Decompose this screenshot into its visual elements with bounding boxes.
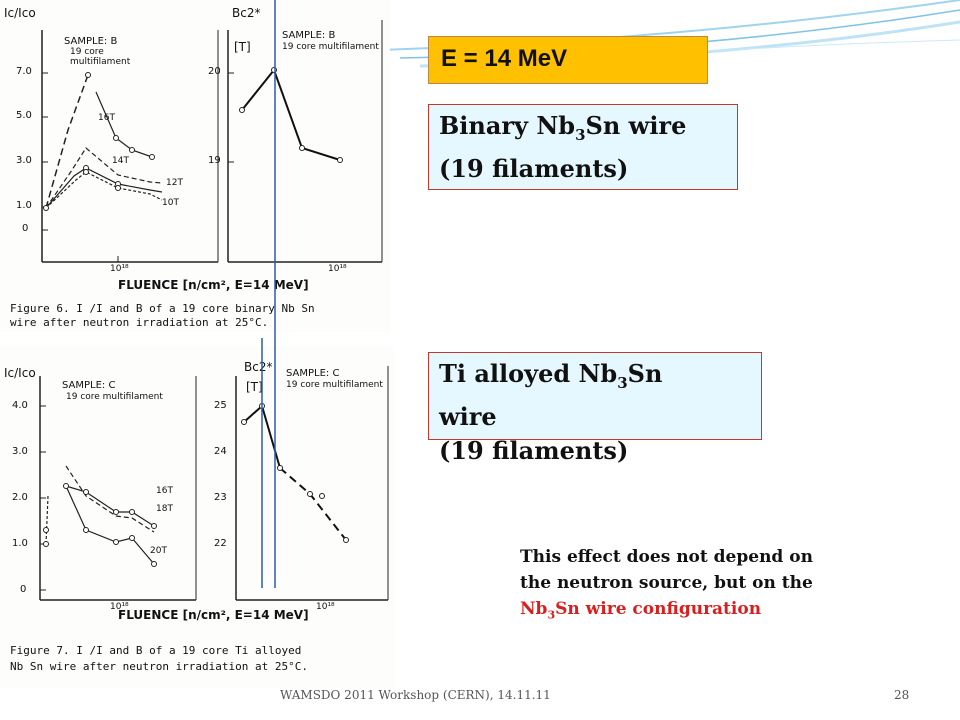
fig7-curve-label-18t: 18T — [156, 504, 173, 514]
fig7-x-tick: 10¹⁸ — [110, 602, 129, 612]
fig7-ic-tick-0: 4.0 — [12, 400, 28, 411]
fig6-ic-tick-4: 0 — [22, 223, 29, 234]
fig6-sample-ic-sub: 19 core — [70, 47, 104, 57]
effect-note-line1: This effect does not depend on — [520, 547, 813, 567]
figure-6-scan: Ic/Ico Bc2* [T] SAMPLE: B 19 core multif… — [0, 0, 390, 332]
fig7-caption-line1: Figure 7. I /I and B of a 19 core Ti all… — [10, 644, 302, 657]
fig6-curve-label-14t: 14T — [112, 156, 129, 166]
fig7-bc-tick-0: 25 — [214, 400, 227, 411]
fig6-sample-ic-sub2: multifilament — [70, 57, 131, 67]
fig6-bc2-axis-label: Bc2* — [232, 6, 261, 20]
fig7-bc2-axis-label: Bc2* — [244, 360, 273, 374]
footer-workshop: WAMSDO 2011 Workshop (CERN), 14.11.11 — [280, 688, 551, 702]
fig7-bc-tick-2: 23 — [214, 492, 227, 503]
ti-alloyed-wire: wire — [439, 401, 497, 431]
fig7-ic-tick-3: 1.0 — [12, 538, 28, 549]
ti-alloyed-box: Ti alloyed Nb3Sn wire (19 filaments) — [428, 352, 762, 465]
fig7-ic-tick-4: 0 — [20, 584, 27, 595]
effect-note-red-post: Sn wire configuration — [555, 599, 762, 619]
fig6-bc2-unit: [T] — [234, 40, 251, 54]
fig6-x-tick-2: 10¹⁸ — [328, 264, 347, 274]
fig6-caption-line1: Figure 6. I /I and B of a 19 core binary… — [10, 302, 315, 315]
fig6-curve-label-10t: 10T — [162, 198, 179, 208]
fig6-bc-tick-0: 20 — [208, 66, 221, 77]
ti-alloyed-text-post: Sn — [627, 359, 663, 388]
fig7-bc-tick-3: 22 — [214, 538, 227, 549]
effect-note-red-pre: Nb — [520, 599, 548, 619]
fig7-sample-ic: SAMPLE: C — [62, 380, 116, 391]
fig6-curve-label-12t: 12T — [166, 178, 183, 188]
fig6-ic-tick-0: 7.0 — [16, 66, 32, 77]
fig7-bc2-unit: [T] — [246, 380, 263, 394]
ti-alloyed-subscript: 3 — [617, 373, 628, 392]
fig6-ic-tick-2: 3.0 — [16, 155, 32, 166]
effect-note-highlight: Nb3Sn wire configuration — [520, 596, 920, 628]
fig7-ic-tick-2: 2.0 — [12, 492, 28, 503]
effect-note-red-sub: 3 — [547, 608, 556, 622]
fig6-x-tick: 10¹⁸ — [110, 264, 129, 274]
fig7-curve-label-16t: 16T — [156, 486, 173, 496]
binary-wire-text: Binary Nb — [439, 111, 576, 140]
effect-note-line2: the neutron source, but on the — [520, 573, 813, 593]
fig7-x-tick-2: 10¹⁸ — [316, 602, 335, 612]
fig7-sample-bc-sub: 19 core multifilament — [286, 380, 383, 390]
fig6-xlabel: FLUENCE [n/cm², E=14 MeV] — [118, 278, 309, 292]
fig6-curve-label-16t: 16T — [98, 113, 115, 123]
fig7-xlabel: FLUENCE [n/cm², E=14 MeV] — [118, 608, 309, 622]
fig7-curve-label-20t: 20T — [150, 546, 167, 556]
fig6-ic-tick-1: 5.0 — [16, 110, 32, 121]
binary-wire-line1: Binary Nb3Sn wire — [439, 109, 727, 152]
fig6-ic-tick-3: 1.0 — [16, 200, 32, 211]
fig7-sample-bc: SAMPLE: C — [286, 368, 340, 379]
binary-wire-box: Binary Nb3Sn wire (19 filaments) — [428, 104, 738, 190]
ti-alloyed-filaments: (19 filaments) — [439, 435, 629, 465]
fig6-bc-tick-1: 19 — [208, 155, 221, 166]
fig6-ic-axis-label: Ic/Ico — [4, 6, 36, 20]
binary-wire-text-post: Sn wire — [585, 111, 687, 140]
fig7-caption-line2: Nb Sn wire after neutron irradiation at … — [10, 660, 309, 673]
fig7-ic-tick-1: 3.0 — [12, 446, 28, 457]
fig6-sample-bc: SAMPLE: B — [282, 30, 336, 41]
figure-7-scan: Ic/Ico Bc2* [T] SAMPLE: C 19 core multif… — [0, 346, 395, 688]
energy-label: E = 14 MeV — [428, 36, 708, 84]
fig7-bc-tick-1: 24 — [214, 446, 227, 457]
fig6-caption-line2: wire after neutron irradiation at 25°C. — [10, 316, 269, 329]
fig6-sample-bc-sub: 19 core multifilament — [282, 42, 379, 52]
fig7-ic-axis-label: Ic/Ico — [4, 366, 36, 380]
binary-wire-filaments: (19 filaments) — [439, 153, 629, 183]
effect-note: This effect does not depend on the neutr… — [520, 544, 920, 628]
footer-page-number: 28 — [894, 688, 910, 702]
ti-alloyed-text: Ti alloyed Nb — [439, 359, 618, 388]
binary-wire-subscript: 3 — [575, 125, 586, 144]
fig7-sample-ic-sub: 19 core multifilament — [66, 392, 163, 402]
fig6-sample-ic: SAMPLE: B — [64, 36, 118, 47]
ti-alloyed-line1: Ti alloyed Nb3Sn — [439, 357, 751, 400]
